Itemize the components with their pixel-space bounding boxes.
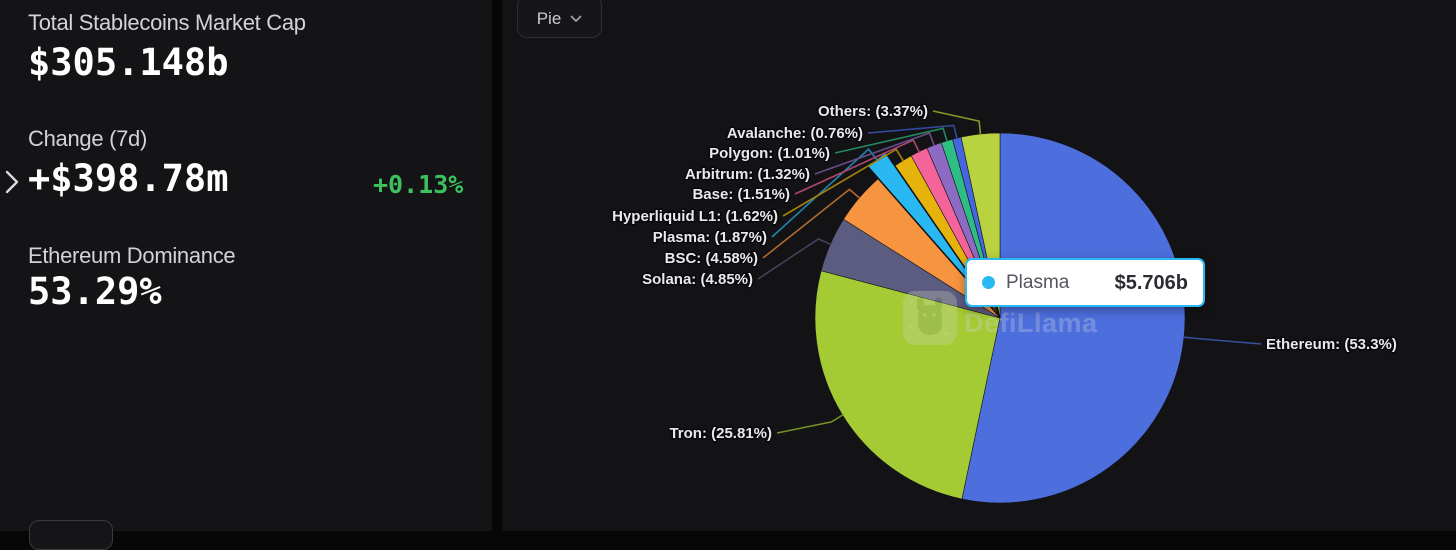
- leader-line-polygon: [834, 127, 948, 154]
- pie-label-avalanche: Avalanche: (0.76%): [727, 125, 863, 142]
- leader-line-avalanche: [867, 124, 958, 140]
- leader-line-ethereum: [1182, 336, 1262, 345]
- pie-label-arbitrum: Arbitrum: (1.32%): [685, 166, 810, 183]
- change-7d-label: Change (7d): [28, 126, 147, 151]
- pie-label-base: Base: (1.51%): [692, 186, 790, 203]
- chart-tooltip: Plasma $5.706b: [965, 258, 1205, 307]
- leader-line-others: [932, 110, 982, 136]
- stats-sidebar: Total Stablecoins Market Cap $305.148b C…: [0, 0, 492, 550]
- chart-panel: Pie DefiLlama Ethereum: (53.3%) Tron: (25…: [502, 0, 1456, 531]
- market-cap-label: Total Stablecoins Market Cap: [28, 10, 306, 35]
- leader-line-solana: [757, 238, 832, 280]
- leader-line-tron: [776, 413, 844, 434]
- market-cap-value: $305.148b: [28, 41, 229, 84]
- pie-label-ethereum: Ethereum: (53.3%): [1266, 336, 1397, 353]
- tooltip-series-name: Plasma: [1006, 272, 1070, 293]
- chevron-down-icon: [570, 15, 582, 22]
- eth-dominance-label: Ethereum Dominance: [28, 243, 236, 268]
- pie-labels: Ethereum: (53.3%) Tron: (25.81%) Solana: (…: [611, 102, 1399, 444]
- leader-line-base: [794, 138, 921, 195]
- leader-line-bsc: [762, 188, 861, 259]
- bottom-partial-button[interactable]: [29, 520, 113, 550]
- pie-label-others: Others: (3.37%): [818, 103, 928, 120]
- change-7d-value: +$398.78m: [28, 157, 229, 200]
- defillama-watermark: DefiLlama: [903, 291, 1098, 345]
- llama-icon: [903, 291, 957, 345]
- pie-label-solana: Solana: (4.85%): [642, 271, 753, 288]
- change-7d-percent: +0.13%: [373, 170, 464, 199]
- pie-label-tron: Tron: (25.81%): [669, 425, 772, 442]
- tooltip-series-dot: [982, 276, 995, 289]
- eth-dominance-value: 53.29%: [28, 270, 162, 313]
- pie-label-bsc: BSC: (4.58%): [665, 250, 758, 267]
- tooltip-series-value: $5.706b: [1114, 271, 1188, 294]
- expand-chevron-icon[interactable]: [4, 169, 20, 195]
- chart-type-select[interactable]: Pie: [517, 0, 602, 38]
- pie-label-polygon: Polygon: (1.01%): [709, 145, 830, 162]
- leader-line-plasma: [771, 147, 878, 238]
- watermark-text: DefiLlama: [964, 308, 1098, 338]
- chart-type-label: Pie: [536, 9, 562, 28]
- pie-label-hyperliquid-l1: Hyperliquid L1: (1.62%): [612, 208, 778, 225]
- leader-line-hyperliquid-l1: [782, 148, 905, 217]
- leader-line-arbitrum: [814, 131, 936, 175]
- pie-label-plasma: Plasma: (1.87%): [653, 229, 767, 246]
